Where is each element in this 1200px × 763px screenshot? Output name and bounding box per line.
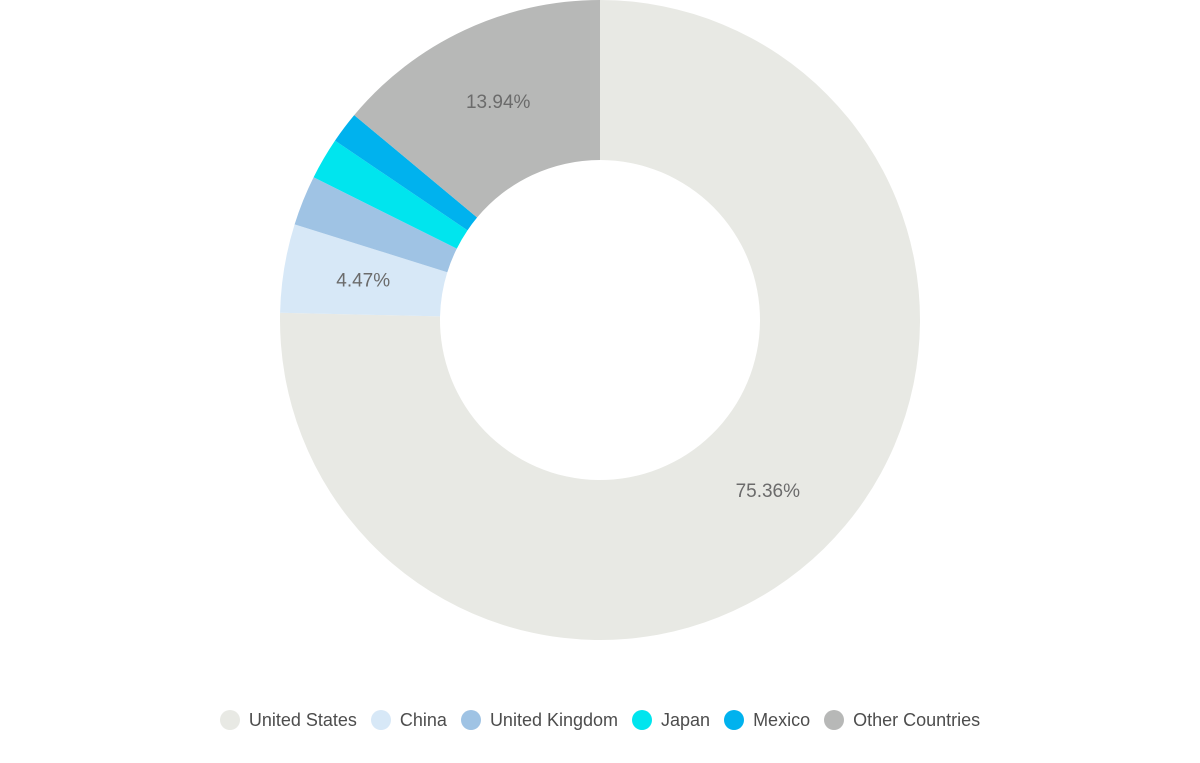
legend-item-united-states[interactable]: United States: [219, 703, 357, 737]
legend-label: Other Countries: [853, 710, 981, 730]
legend-label: Mexico: [753, 710, 811, 730]
pie-slice-mexico[interactable]: [335, 115, 478, 231]
pie-slice-china[interactable]: [280, 224, 448, 317]
legend-swatch-icon: [370, 710, 391, 730]
legend-item-japan[interactable]: Japan: [632, 703, 710, 737]
legend-item-mexico[interactable]: Mexico: [724, 703, 810, 737]
pie-slice-united-states[interactable]: [279, 0, 920, 641]
legend-swatch-icon: [724, 710, 745, 730]
legend-swatch-icon: [824, 710, 845, 730]
legend-label: United Kingdom: [489, 710, 619, 730]
legend-item-china[interactable]: China: [370, 703, 447, 737]
legend-item-other-countries[interactable]: Other Countries: [824, 703, 980, 737]
pie-slice-other-countries[interactable]: [354, 0, 600, 218]
legend-item-united-kingdom[interactable]: United Kingdom: [460, 703, 619, 737]
pie-slice-united-kingdom[interactable]: [294, 177, 457, 273]
legend-swatch-icon: [219, 710, 240, 730]
legend-label: United States: [248, 710, 357, 730]
legend-swatch-icon: [460, 710, 481, 730]
legend-label: Japan: [661, 710, 711, 730]
pie-slice-japan[interactable]: [313, 140, 468, 249]
legend: United States China United Kingdom Japan Mex…: [0, 703, 1200, 737]
legend-swatch-icon: [632, 710, 653, 730]
legend-label: China: [399, 710, 447, 730]
